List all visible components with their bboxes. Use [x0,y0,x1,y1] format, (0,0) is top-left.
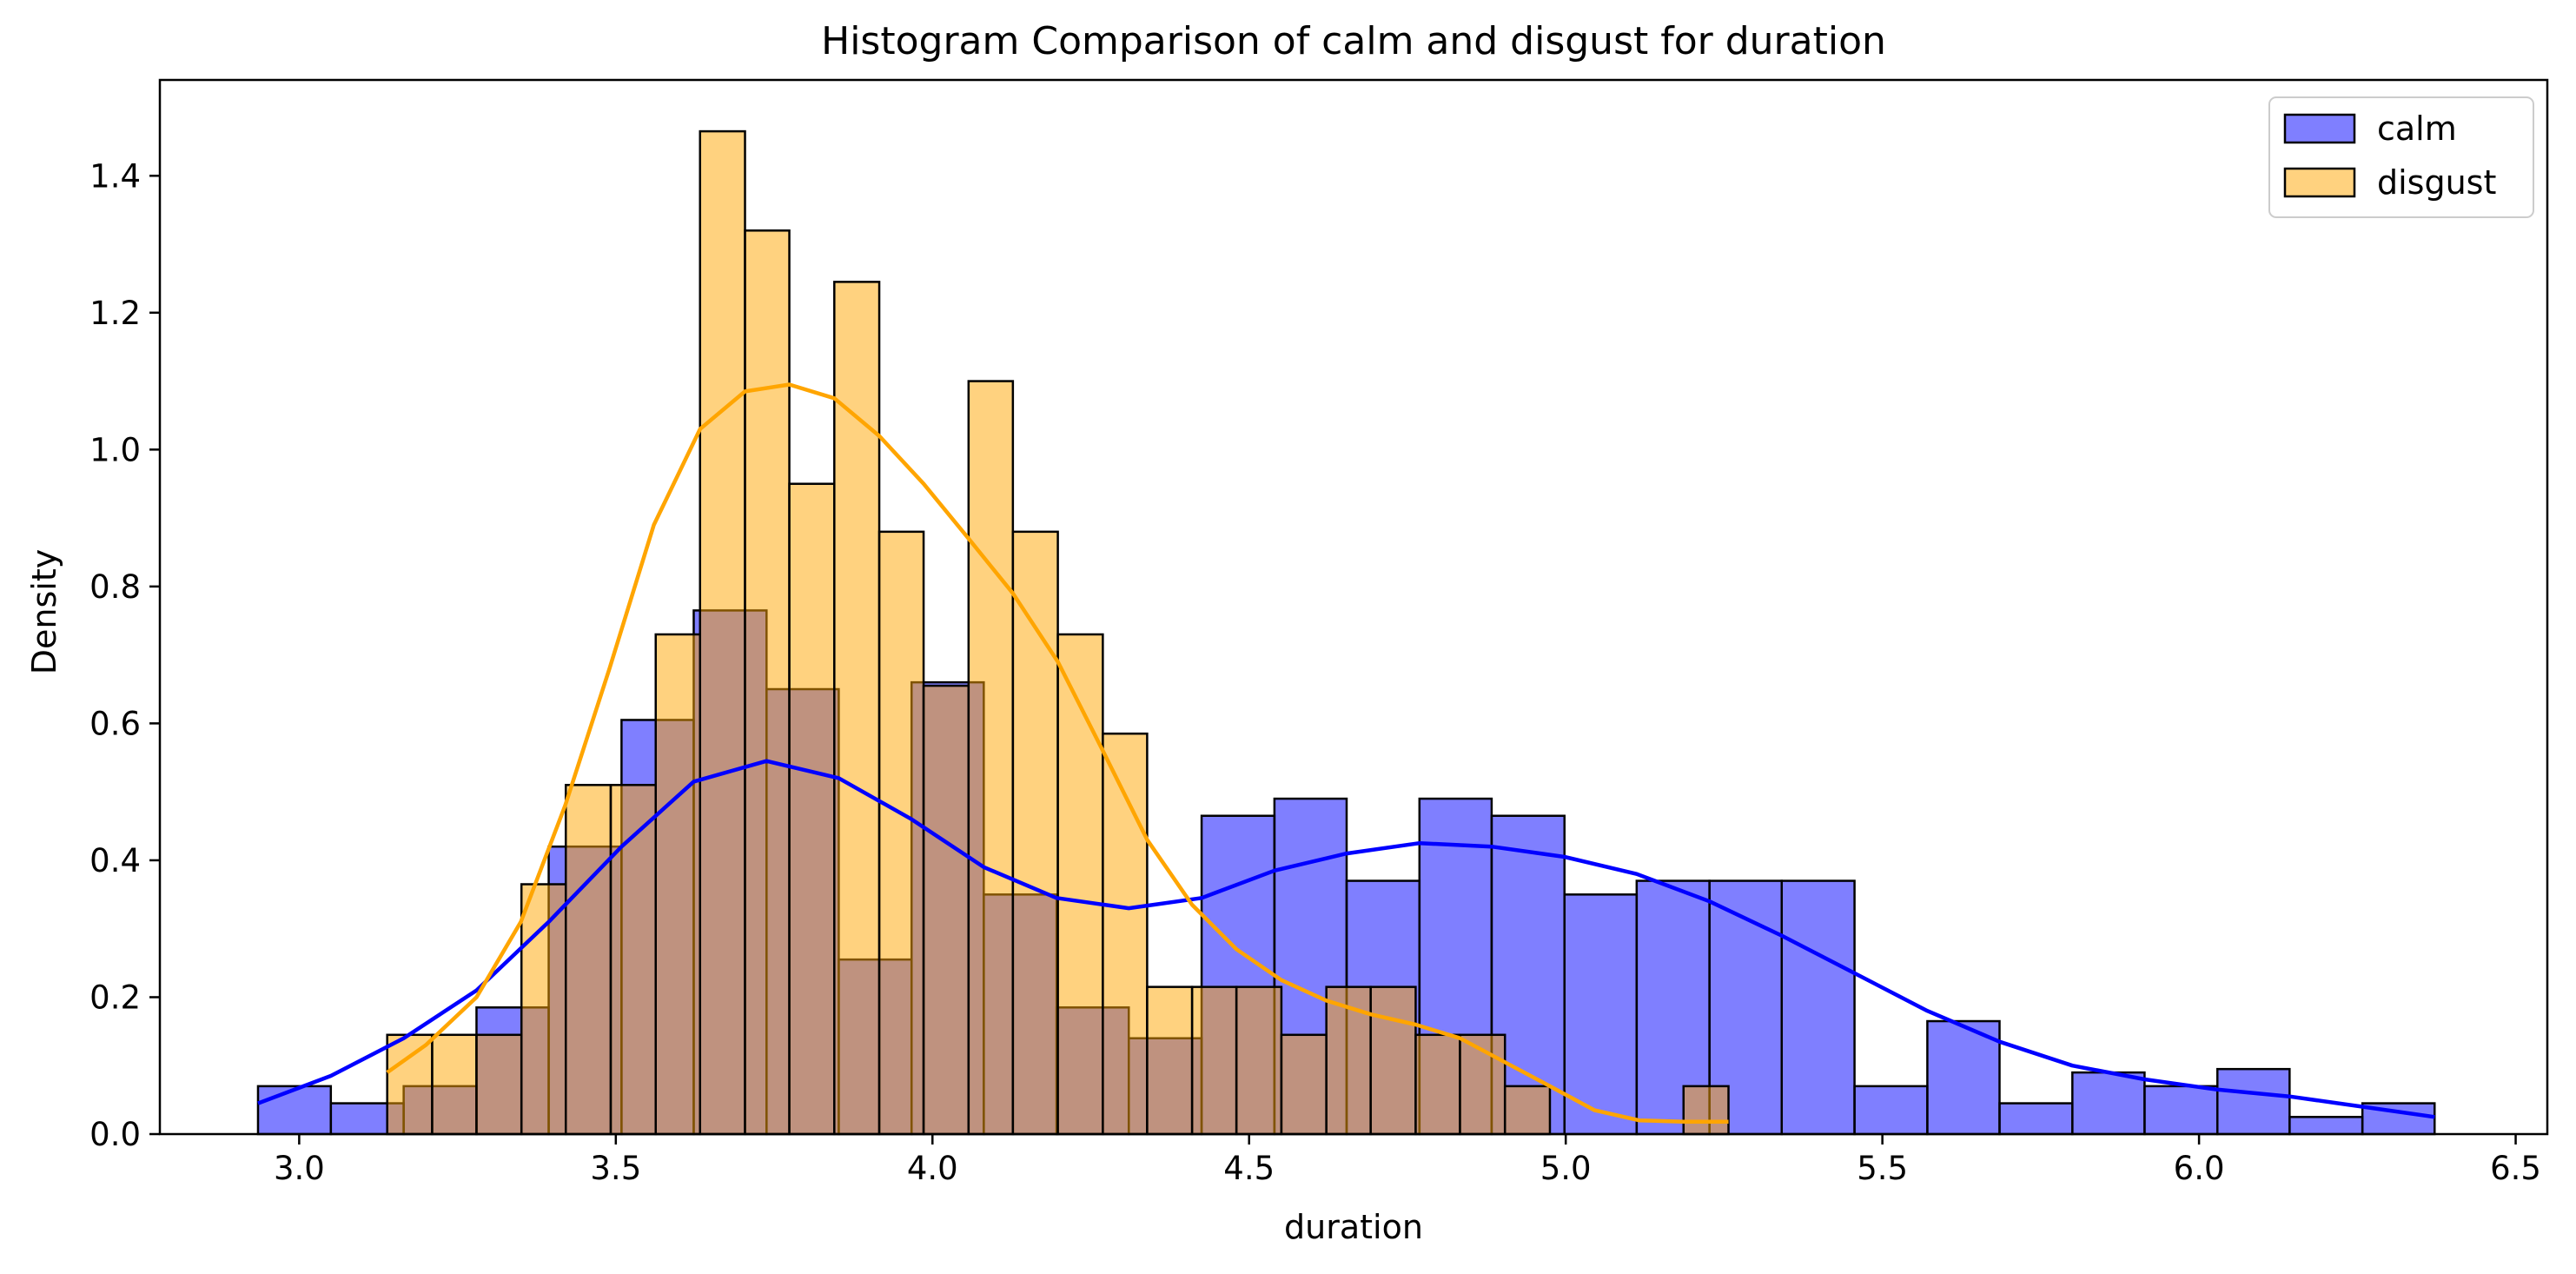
kde-lines [257,382,2435,1125]
calm-bar-0 [256,1085,333,1136]
calm-bar-24 [1998,1102,2074,1136]
disgust-bar-4 [564,784,613,1136]
disgust-bar-11 [877,530,925,1136]
calm-legend-label: calm [2377,109,2457,148]
y-tick-label: 0.0 [89,1116,141,1153]
x-tick-label: 3.5 [590,1150,641,1187]
disgust-kde-line [386,382,1729,1125]
calm-legend-swatch [2283,113,2356,144]
x-axis-label: duration [1284,1208,1423,1246]
disgust-bar-15 [1056,633,1104,1136]
calm-bar-21 [1780,879,1856,1136]
disgust-bar-18 [1190,985,1238,1136]
y-axis: 0.0 0.2 0.4 0.6 0.8 1.0 1.2 1.4 [89,157,160,1153]
legend: calm disgust [2268,96,2534,218]
calm-bar-25 [2071,1071,2146,1136]
disgust-bar-9 [788,482,836,1136]
disgust-bar-3 [520,883,567,1136]
disgust-bars [386,129,1730,1136]
y-tick-label: 1.2 [89,295,141,332]
disgust-bar-0 [386,1033,434,1136]
y-tick-label: 1.0 [89,431,141,468]
disgust-bar-5 [609,784,657,1136]
calm-bar-27 [2215,1067,2291,1136]
x-tick-label: 4.5 [1223,1150,1275,1187]
calm-bar-18 [1563,893,1639,1136]
disgust-legend-swatch [2283,167,2356,198]
disgust-bar-19 [1235,985,1283,1136]
disgust-bar-12 [922,684,970,1136]
y-tick-label: 1.4 [89,157,141,195]
disgust-bar-14 [1011,530,1059,1136]
x-tick-label: 4.0 [907,1150,958,1187]
y-axis-label: Density [25,549,63,674]
x-axis: 3.0 3.5 4.0 4.5 5.0 5.5 6.0 6.5 [274,1134,2541,1187]
disgust-bar-17 [1146,985,1194,1136]
plot-area [158,78,2549,1136]
x-tick-label: 5.0 [1540,1150,1592,1187]
disgust-bar-20 [1280,1033,1328,1136]
disgust-legend-label: disgust [2377,163,2496,202]
disgust-bar-7 [699,129,746,1136]
disgust-bar-25 [1503,1085,1552,1136]
chart-title: Histogram Comparison of calm and disgust… [821,19,1886,63]
calm-bar-26 [2143,1085,2219,1136]
y-tick-label: 0.8 [89,568,141,606]
disgust-bar-13 [967,380,1015,1136]
x-tick-label: 3.0 [274,1150,325,1187]
x-tick-label: 6.0 [2174,1150,2225,1187]
disgust-bar-2 [475,1033,523,1136]
disgust-bar-23 [1414,1033,1461,1136]
x-tick-label: 6.5 [2490,1150,2541,1187]
y-tick-label: 0.4 [89,842,141,879]
y-tick-label: 0.2 [89,979,141,1016]
plot-frame [158,78,2549,1136]
disgust-bar-8 [744,229,791,1136]
calm-bar-28 [2288,1116,2364,1136]
disgust-bar-1 [431,1033,478,1136]
disgust-bar-10 [833,281,881,1136]
disgust-bar-6 [654,633,702,1136]
y-tick-label: 0.6 [89,705,141,742]
calm-bar-22 [1853,1085,1929,1136]
calm-kde-line [257,759,2435,1119]
disgust-bar-22 [1369,985,1417,1136]
disgust-bar-29 [1682,1085,1730,1136]
calm-bar-23 [1926,1019,2001,1136]
x-tick-label: 5.5 [1857,1150,1908,1187]
